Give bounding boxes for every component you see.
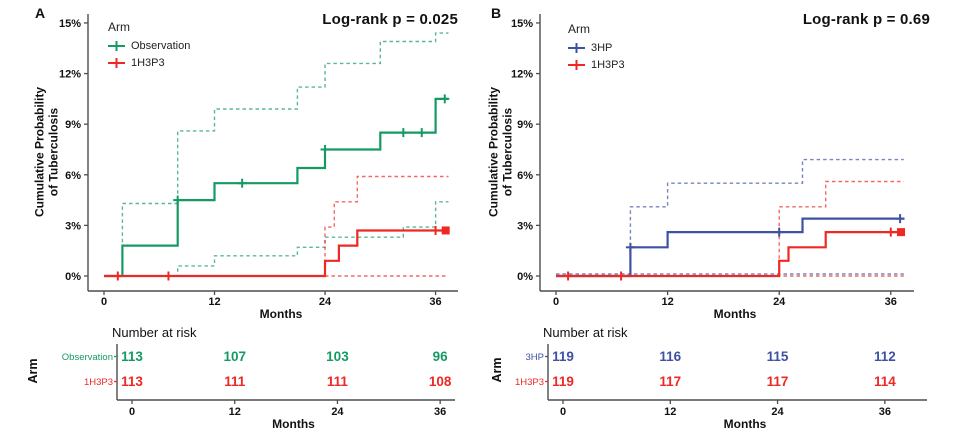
risk-row-label: Observation bbox=[62, 352, 113, 363]
risk-x-tick-label: 0 bbox=[129, 406, 135, 418]
y-tick-label: 9% bbox=[517, 119, 533, 131]
risk-count: 119 bbox=[552, 374, 574, 389]
risk-count: 117 bbox=[767, 374, 789, 389]
x-tick-label: 12 bbox=[661, 296, 673, 308]
risk-table-plot: 0 12 24 36 Months Observation 113 107 103 96 1H3P3… bbox=[62, 344, 455, 431]
risk-x-axis-title: Months bbox=[724, 417, 767, 431]
risk-table-axis-label: Arm bbox=[490, 357, 504, 383]
risk-count: 115 bbox=[767, 349, 789, 364]
y-tick-label: 15% bbox=[511, 18, 533, 30]
y-tick-label: 12% bbox=[511, 69, 533, 81]
panel-letter: B bbox=[491, 5, 502, 21]
legend-item: 3HP bbox=[568, 39, 625, 56]
risk-count: 96 bbox=[433, 349, 449, 364]
x-tick-label: 24 bbox=[319, 296, 332, 308]
y-tick-label: 6% bbox=[65, 170, 81, 182]
risk-x-tick-label: 12 bbox=[229, 406, 241, 418]
survival-plot: 0% 3% 6% 9% 12% 15% 0 12 24 36 Months bbox=[511, 14, 914, 320]
risk-count: 103 bbox=[326, 349, 349, 364]
risk-count: 113 bbox=[121, 349, 143, 364]
ci-step-line bbox=[104, 32, 449, 277]
y-tick-label: 3% bbox=[65, 220, 81, 232]
risk-x-tick-label: 24 bbox=[771, 406, 784, 418]
legend-item-label: 1H3P3 bbox=[131, 56, 165, 69]
y-tick-label: 6% bbox=[517, 170, 533, 182]
panel-a: A Log-rank p = 0.025 Cumulative Probabil… bbox=[26, 5, 458, 431]
risk-count: 113 bbox=[121, 374, 143, 389]
x-tick-label: 12 bbox=[208, 296, 220, 308]
risk-count: 108 bbox=[429, 374, 452, 389]
legend-item: 1H3P3 bbox=[108, 54, 190, 71]
y-tick-label: 0% bbox=[65, 271, 81, 283]
x-tick-label: 36 bbox=[885, 296, 897, 308]
end-square-marker bbox=[441, 226, 450, 235]
survival-plot: 0% 3% 6% 9% 12% 15% 0 12 24 36 Months bbox=[59, 14, 458, 320]
risk-count: 114 bbox=[874, 374, 896, 389]
legend-title: Arm bbox=[568, 22, 590, 36]
censor-plus-icon bbox=[568, 42, 585, 54]
risk-table-axis-label: Arm bbox=[26, 358, 40, 384]
end-square-marker bbox=[897, 228, 906, 237]
x-tick-label: 36 bbox=[429, 296, 441, 308]
panel-letter: A bbox=[35, 5, 46, 21]
x-tick-label: 0 bbox=[553, 296, 559, 308]
risk-row-label: 1H3P3 bbox=[515, 377, 544, 388]
logrank-annotation: Log-rank p = 0.025 bbox=[322, 11, 458, 28]
ci-step-line bbox=[556, 180, 904, 277]
risk-x-tick-label: 36 bbox=[879, 406, 891, 418]
y-tick-label: 0% bbox=[517, 271, 533, 283]
censor-plus-icon bbox=[568, 59, 585, 71]
survival-step-line bbox=[556, 217, 904, 278]
legend: Arm Observation 1H3P3 bbox=[108, 20, 190, 71]
x-axis-title: Months bbox=[260, 307, 303, 320]
y-tick-label: 12% bbox=[59, 69, 81, 81]
censor-plus-icon bbox=[108, 40, 125, 52]
survival-step-line bbox=[556, 231, 904, 278]
panel-b: B Log-rank p = 0.69 Cumulative Probabili… bbox=[480, 0, 960, 432]
censor-plus-icon bbox=[108, 57, 125, 69]
survival-step-line bbox=[104, 229, 449, 278]
risk-row-label: 1H3P3 bbox=[84, 377, 113, 388]
ci-step-line bbox=[104, 175, 449, 277]
risk-count: 112 bbox=[874, 349, 896, 364]
x-tick-label: 0 bbox=[101, 296, 107, 308]
risk-table-title: Number at risk bbox=[543, 325, 628, 340]
risk-count: 119 bbox=[552, 349, 574, 364]
legend-item-label: 3HP bbox=[591, 41, 613, 54]
risk-x-axis-title: Months bbox=[272, 417, 315, 431]
risk-count: 107 bbox=[223, 349, 246, 364]
logrank-annotation: Log-rank p = 0.69 bbox=[802, 11, 930, 28]
x-axis-title: Months bbox=[714, 307, 757, 320]
risk-count: 117 bbox=[659, 374, 681, 389]
ci-step-line bbox=[104, 201, 449, 277]
survival-step-line bbox=[104, 97, 449, 278]
legend-title: Arm bbox=[108, 20, 130, 34]
legend-item-label: Observation bbox=[131, 39, 191, 52]
risk-row-label: 3HP bbox=[526, 352, 544, 363]
y-tick-label: 15% bbox=[59, 18, 81, 30]
risk-x-tick-label: 0 bbox=[560, 406, 566, 418]
risk-count: 111 bbox=[327, 374, 349, 389]
risk-count: 116 bbox=[659, 349, 681, 364]
risk-table-title: Number at risk bbox=[112, 325, 197, 340]
risk-x-tick-label: 36 bbox=[434, 406, 446, 418]
risk-x-tick-label: 24 bbox=[331, 406, 344, 418]
risk-x-tick-label: 12 bbox=[664, 406, 676, 418]
x-tick-label: 24 bbox=[773, 296, 786, 308]
risk-table-plot: 0 12 24 36 Months 3HP 119 116 115 112 1H3P3 119 117 1… bbox=[515, 344, 927, 431]
risk-count: 111 bbox=[224, 374, 246, 389]
y-tick-label: 3% bbox=[517, 220, 533, 232]
y-tick-label: 9% bbox=[65, 119, 81, 131]
legend-item-label: 1H3P3 bbox=[591, 58, 625, 71]
legend: Arm 3HP 1H3P3 bbox=[568, 22, 625, 73]
legend-item: 1H3P3 bbox=[568, 56, 625, 73]
legend-item: Observation bbox=[108, 37, 190, 54]
